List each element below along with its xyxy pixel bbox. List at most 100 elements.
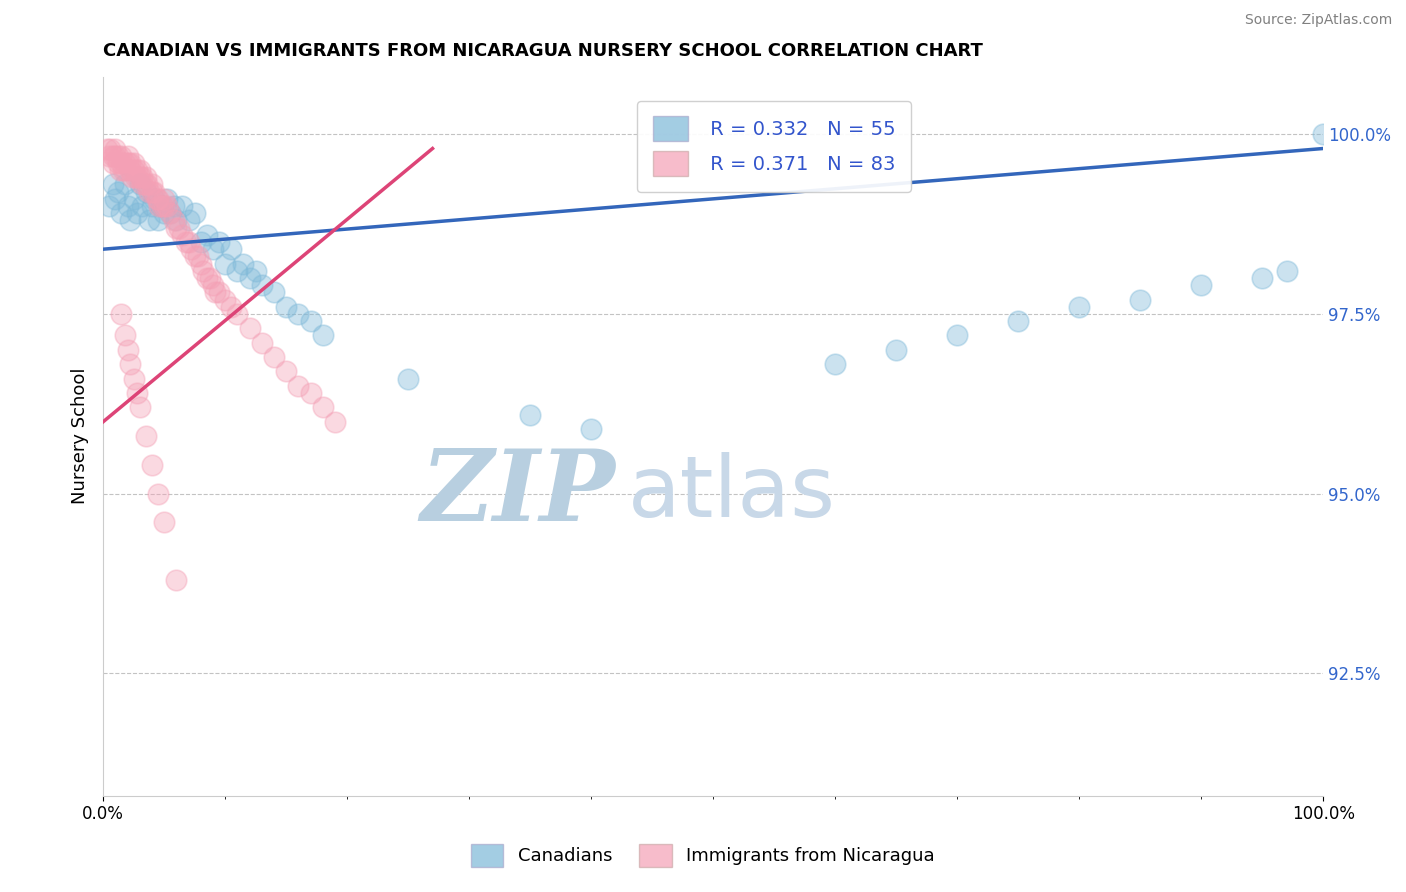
Point [100, 141, 122, 155]
Point [263, 350, 285, 364]
Point [287, 379, 309, 393]
Point [193, 264, 215, 278]
Point [114, 178, 136, 192]
Point [150, 199, 173, 213]
Point [107, 149, 129, 163]
Point [232, 256, 254, 270]
Point [153, 516, 176, 530]
Point [1189, 278, 1212, 293]
Point [1007, 314, 1029, 328]
Point [245, 264, 267, 278]
Point [195, 227, 218, 242]
Point [141, 178, 163, 192]
Point [117, 199, 139, 213]
Point [118, 213, 141, 227]
Point [163, 213, 186, 227]
Point [299, 314, 322, 328]
Point [134, 178, 156, 192]
Point [159, 206, 181, 220]
Point [153, 206, 176, 220]
Point [104, 192, 127, 206]
Point [153, 199, 176, 213]
Point [177, 213, 200, 227]
Point [183, 206, 205, 220]
Point [135, 429, 157, 443]
Point [201, 242, 224, 256]
Point [101, 178, 124, 192]
Point [219, 242, 242, 256]
Point [101, 149, 124, 163]
Point [101, 156, 124, 170]
Point [180, 242, 202, 256]
Point [127, 206, 149, 220]
Point [824, 357, 846, 371]
Point [141, 458, 163, 472]
Point [208, 235, 231, 249]
Point [200, 271, 222, 285]
Point [177, 235, 200, 249]
Point [118, 163, 141, 178]
Text: atlas: atlas [627, 452, 835, 535]
Point [107, 156, 129, 170]
Point [114, 328, 136, 343]
Point [121, 170, 143, 185]
Point [122, 156, 145, 170]
Point [135, 185, 157, 199]
Point [122, 192, 145, 206]
Point [117, 156, 139, 170]
Point [190, 256, 212, 270]
Point [124, 170, 146, 185]
Point [138, 185, 160, 199]
Point [128, 178, 150, 192]
Point [122, 371, 145, 385]
Point [183, 249, 205, 263]
Point [127, 163, 149, 178]
Point [146, 486, 169, 500]
Point [114, 156, 136, 170]
Point [131, 170, 153, 185]
Point [214, 256, 236, 270]
Point [104, 141, 127, 155]
Point [226, 264, 249, 278]
Point [172, 199, 194, 213]
Point [1069, 300, 1091, 314]
Point [128, 401, 150, 415]
Point [299, 386, 322, 401]
Point [165, 573, 187, 587]
Point [276, 300, 298, 314]
Point [263, 285, 285, 300]
Point [312, 401, 335, 415]
Point [323, 415, 346, 429]
Point [146, 192, 169, 206]
Text: Source: ZipAtlas.com: Source: ZipAtlas.com [1244, 13, 1392, 28]
Point [127, 170, 149, 185]
Point [579, 422, 602, 436]
Point [128, 163, 150, 178]
Point [1275, 264, 1298, 278]
Point [148, 199, 170, 213]
Point [114, 163, 136, 178]
Point [108, 163, 131, 178]
Point [117, 149, 139, 163]
Point [141, 185, 163, 199]
Point [946, 328, 969, 343]
Point [146, 192, 169, 206]
Point [143, 185, 166, 199]
Point [143, 192, 166, 206]
Point [155, 192, 177, 206]
Point [250, 278, 273, 293]
Point [174, 235, 197, 249]
Point [238, 271, 260, 285]
Point [219, 300, 242, 314]
Text: CANADIAN VS IMMIGRANTS FROM NICARAGUA NURSERY SCHOOL CORRELATION CHART: CANADIAN VS IMMIGRANTS FROM NICARAGUA NU… [103, 42, 983, 60]
Point [110, 156, 132, 170]
Point [127, 386, 149, 401]
Point [187, 249, 209, 263]
Point [1312, 127, 1334, 141]
Point [107, 185, 129, 199]
Point [98, 199, 121, 213]
Point [111, 163, 134, 178]
Point [204, 285, 226, 300]
Point [250, 335, 273, 350]
Point [150, 199, 173, 213]
